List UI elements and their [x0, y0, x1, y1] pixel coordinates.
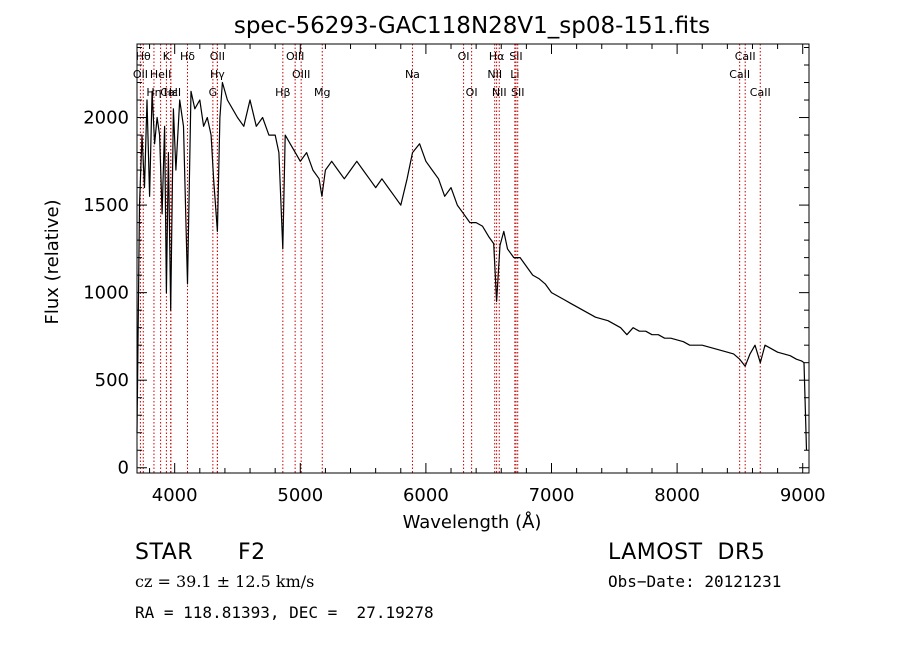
y-tick-label: 1000	[83, 283, 129, 304]
line-label: Hδ	[180, 50, 195, 63]
line-label: Mg	[314, 86, 330, 99]
y-axis: 0 500 1000 1500 2000	[83, 47, 809, 479]
plot-frame	[136, 43, 810, 474]
survey-name: LAMOST DR5	[608, 540, 766, 565]
line-label: SII	[511, 86, 524, 99]
y-tick-label: 0	[118, 458, 129, 479]
line-label: Hβ	[275, 86, 290, 99]
x-tick-label: 6000	[403, 485, 449, 506]
line-label: NII	[487, 68, 502, 81]
line-label: K	[163, 50, 171, 63]
line-label: Li	[510, 68, 519, 81]
line-label: G	[209, 86, 218, 99]
line-label: Hθ	[136, 50, 151, 63]
line-label: Hε	[164, 86, 178, 99]
y-tick-label: 500	[95, 370, 129, 391]
x-axis-label: Wavelength (Å)	[403, 511, 542, 533]
line-label: SII	[509, 50, 522, 63]
line-label: OIII	[286, 50, 304, 63]
line-label: NII	[492, 86, 507, 99]
x-axis: 4000 5000 6000 7000 8000 9000	[149, 44, 826, 506]
line-label: HeII	[150, 68, 172, 81]
coordinates-readout: RA = 118.81393, DEC = 27.19278	[135, 603, 434, 622]
x-tick-label: 9000	[780, 485, 826, 506]
line-label: OII	[210, 50, 225, 63]
line-label: Hγ	[210, 68, 225, 81]
line-label: OIII	[292, 68, 310, 81]
line-label: Hη	[146, 86, 161, 99]
line-label: OI	[458, 50, 470, 63]
line-label: CaII	[160, 86, 181, 99]
line-label: Na	[405, 68, 420, 81]
y-tick-label: 1500	[83, 195, 129, 216]
redshift-readout: cz = 39.1 ± 12.5 km/s	[135, 572, 315, 591]
line-label: Hα	[489, 50, 505, 63]
line-label: CaII	[729, 68, 750, 81]
y-axis-label: Flux (relative)	[42, 199, 63, 324]
object-subclass: F2	[238, 540, 266, 565]
x-tick-label: 7000	[529, 485, 575, 506]
line-label: OII	[133, 68, 148, 81]
chart-title: spec-56293-GAC118N28V1_sp08-151.fits	[234, 13, 710, 39]
line-label: CaII	[750, 86, 771, 99]
obs-date: Obs−Date: 20121231	[608, 572, 782, 591]
line-label: CaII	[735, 50, 756, 63]
spectrum-line	[136, 81, 808, 451]
object-class: STAR	[135, 540, 194, 565]
x-tick-label: 4000	[152, 485, 198, 506]
x-tick-label: 8000	[654, 485, 700, 506]
y-tick-label: 2000	[83, 108, 129, 129]
x-tick-label: 5000	[277, 485, 323, 506]
line-label: OI	[466, 86, 478, 99]
spectrum-series	[136, 81, 808, 451]
spectrum-chart: spec-56293-GAC118N28V1_sp08-151.fits Hθ K…	[42, 13, 826, 533]
